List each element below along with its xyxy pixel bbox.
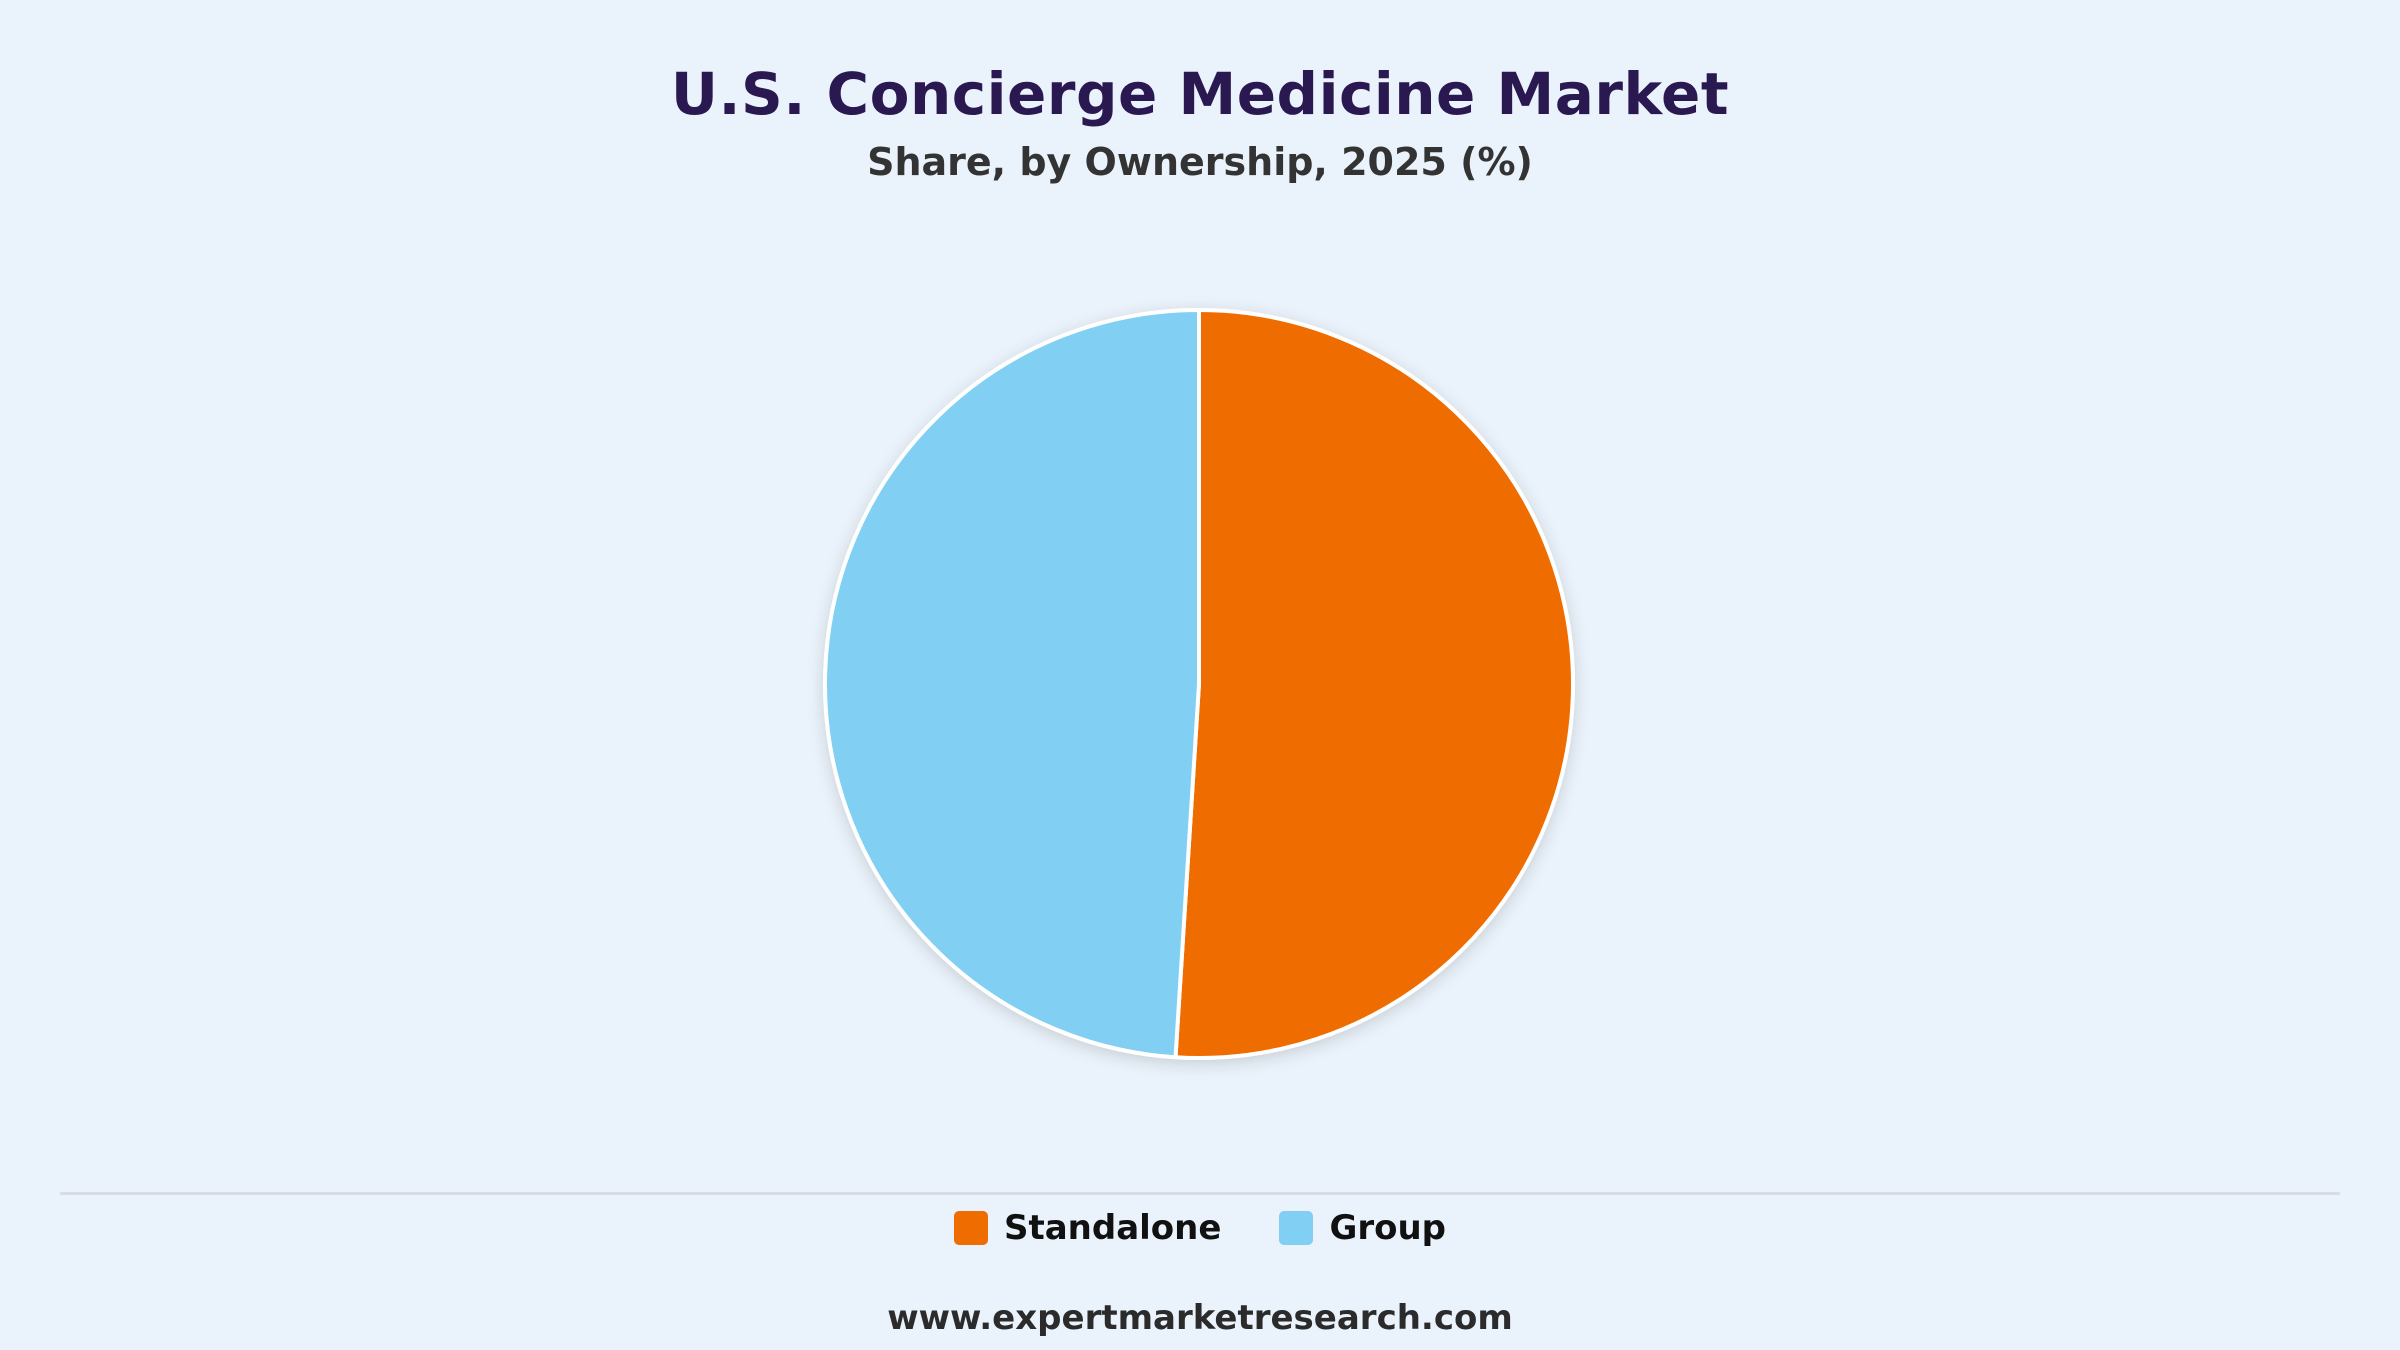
legend-swatch-group <box>1279 1211 1314 1245</box>
pie-slice-standalone[interactable] <box>1173 308 1576 1060</box>
chart-subtitle: Share, by Ownership, 2025 (%) <box>867 140 1533 184</box>
legend-label-standalone: Standalone <box>1003 1208 1222 1248</box>
source-url[interactable]: www.expertmarketresearch.com <box>887 1298 1513 1338</box>
legend-item-group[interactable]: Group <box>1279 1208 1446 1248</box>
chart-title: U.S. Concierge Medicine Market <box>670 60 1730 128</box>
legend-label-group: Group <box>1329 1208 1447 1248</box>
legend-item-standalone[interactable]: Standalone <box>953 1208 1222 1248</box>
legend-divider <box>60 1192 2340 1195</box>
pie-slice-group[interactable] <box>823 308 1201 1060</box>
legend: Standalone Group <box>0 1208 2400 1248</box>
legend-swatch-standalone <box>953 1211 988 1245</box>
